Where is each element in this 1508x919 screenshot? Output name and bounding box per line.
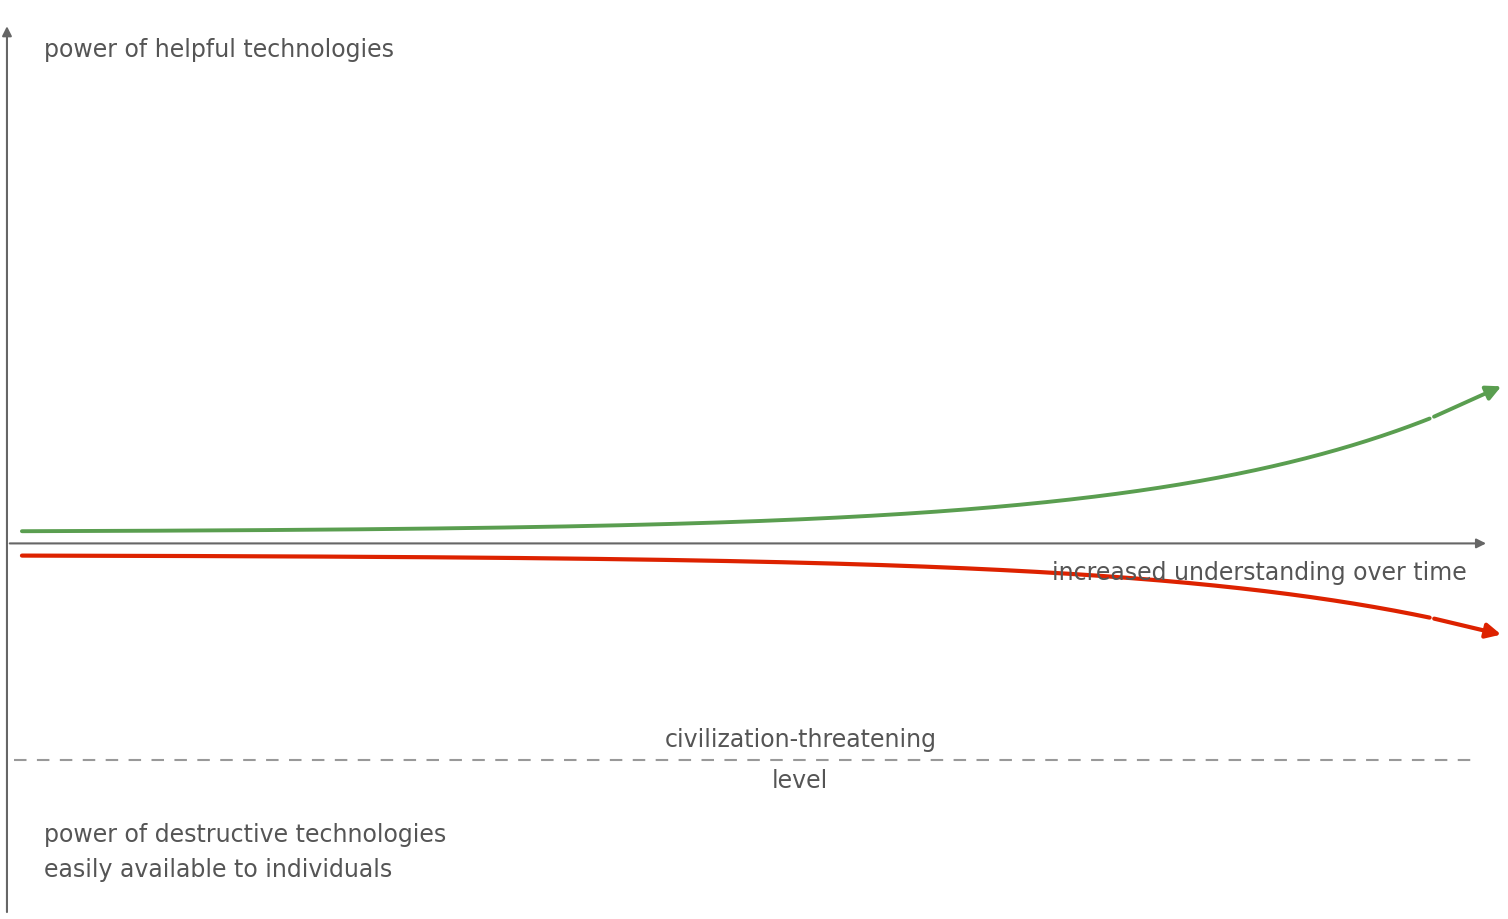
Text: power of destructive technologies
easily available to individuals: power of destructive technologies easily… — [44, 822, 446, 881]
Text: increased understanding over time: increased understanding over time — [1051, 561, 1466, 584]
Text: power of helpful technologies: power of helpful technologies — [44, 38, 395, 62]
Text: civilization-threatening: civilization-threatening — [665, 728, 936, 752]
Text: level: level — [772, 767, 828, 792]
